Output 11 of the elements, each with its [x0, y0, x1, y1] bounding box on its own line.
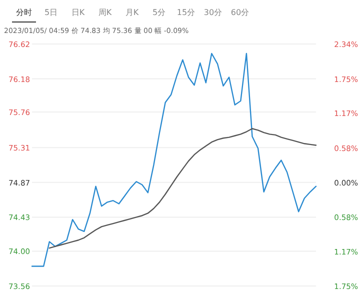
text: 日K [71, 8, 86, 17]
text: 5日 [44, 8, 58, 17]
text: 月K [125, 8, 140, 17]
text: 分时 [16, 8, 32, 17]
text: 周K [98, 8, 112, 17]
line-series [48, 128, 317, 249]
text: 60分 [230, 8, 250, 17]
text: 15分 [176, 8, 196, 17]
text: 30分 [204, 8, 222, 17]
line-series [31, 52, 317, 267]
text: 5分 [152, 8, 166, 17]
